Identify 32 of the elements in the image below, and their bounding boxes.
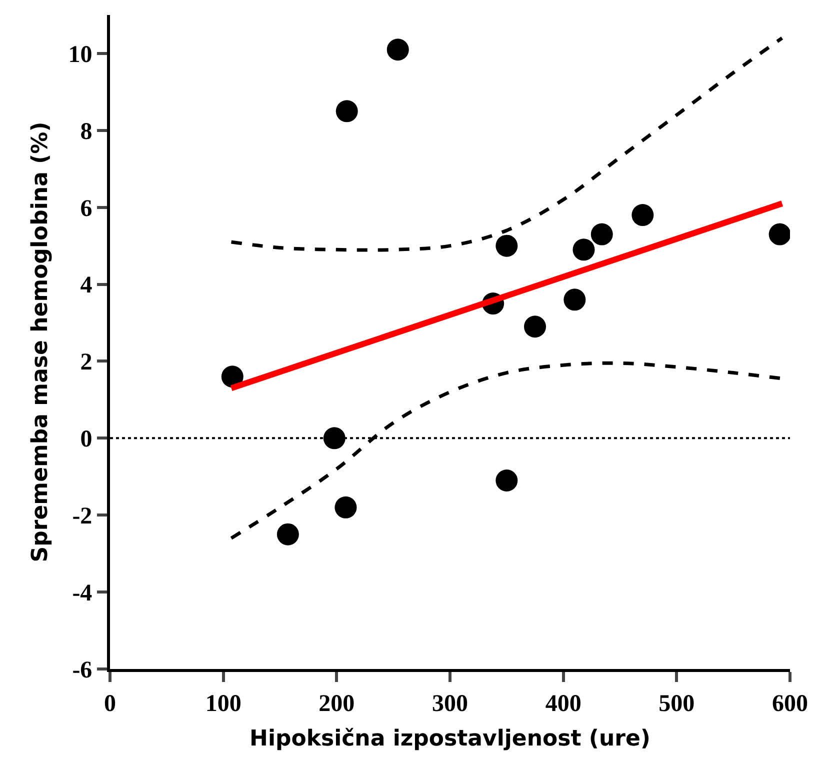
point [496,469,518,492]
point [276,523,299,546]
y-tick-label: 2 [80,350,92,376]
y-tick-label: 4 [80,272,92,299]
y-tick-label: -4 [72,580,92,606]
y-tick-label: 0 [80,426,92,453]
point [572,238,595,261]
point [524,316,546,338]
point [221,366,244,388]
point [768,223,790,246]
y-tick-label: -2 [72,504,92,530]
x-axis-title: Hipoksična izpostavljenost (ure) [250,726,650,752]
point [323,427,346,450]
x-tick-label: 400 [545,690,582,717]
point [496,234,518,257]
x-tick-label: 100 [205,690,242,717]
point [632,204,654,226]
y-axis-title: Sprememba mase hemoglobina (%) [28,122,53,562]
x-tick-label: 0 [104,690,116,717]
y-tick-label: 10 [68,42,92,68]
x-tick-label: 500 [658,690,695,717]
y-tick-label: -6 [72,657,92,684]
y-tick-label: 6 [80,196,92,222]
x-tick-label: 600 [772,690,808,717]
point [386,38,409,61]
point [564,288,586,311]
point [590,223,613,246]
point [336,100,358,122]
y-tick-label: 8 [80,118,92,145]
x-tick-label: 200 [318,690,355,717]
x-tick-label: 300 [432,690,468,717]
point [334,496,357,518]
